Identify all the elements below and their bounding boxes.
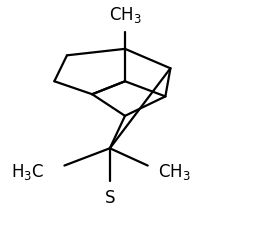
Text: CH$_3$: CH$_3$ — [109, 5, 141, 25]
Text: S: S — [105, 189, 115, 207]
Text: CH$_3$: CH$_3$ — [158, 162, 191, 182]
Text: H$_3$C: H$_3$C — [11, 162, 44, 182]
